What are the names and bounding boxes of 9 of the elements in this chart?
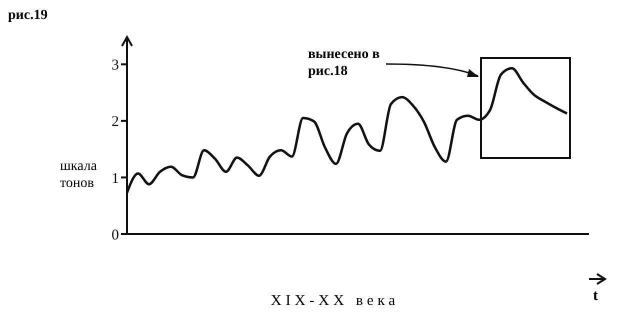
y-tick-label: 0 <box>112 227 119 244</box>
y-tick-label: 2 <box>112 114 119 130</box>
annotation: вынесено в рис.18 <box>308 46 381 80</box>
text: t <box>593 288 598 305</box>
chart-title: рис.19 <box>8 8 48 24</box>
y-tick-label: 3 <box>112 58 119 74</box>
y-axis-title: шкала тонов <box>60 159 97 191</box>
y-tick-label: 1 <box>112 170 119 187</box>
x-axis-title: XIX-XX века <box>270 293 400 310</box>
